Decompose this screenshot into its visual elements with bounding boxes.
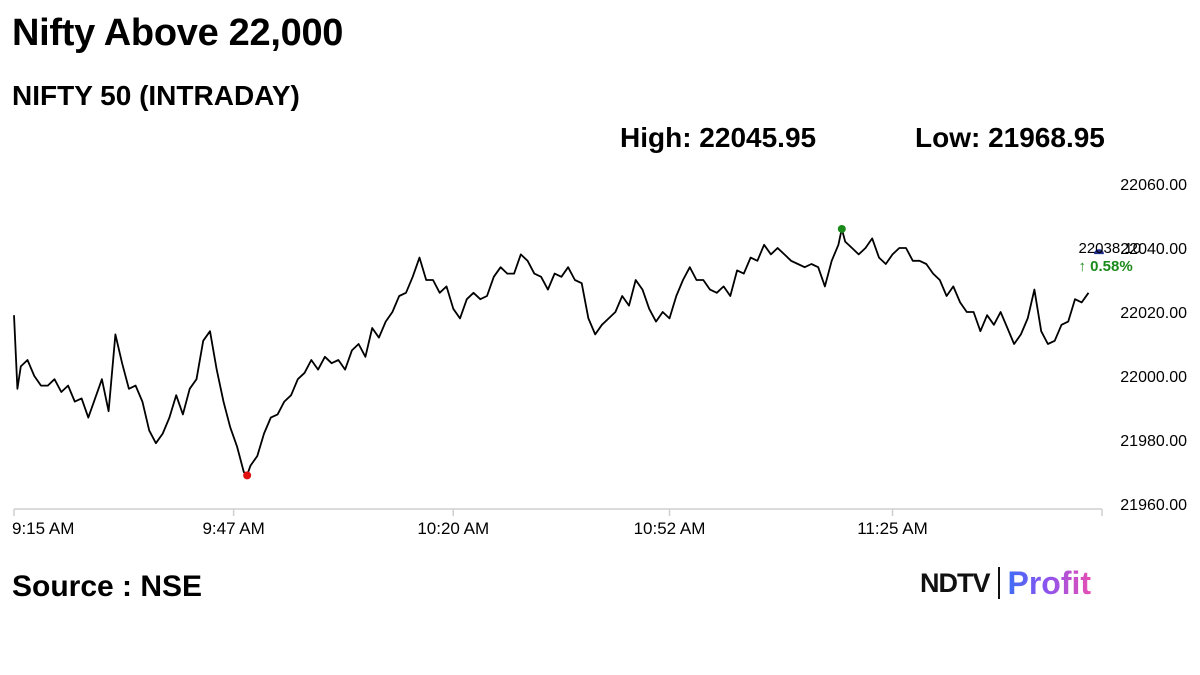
chart-subtitle: NIFTY 50 (INTRADAY) — [12, 80, 300, 111]
y-tick-label: 22020.00 — [1120, 305, 1187, 322]
logo-ndtv-text: NDTV — [920, 567, 990, 598]
last-value-marker — [1094, 249, 1104, 255]
y-tick-label: 22060.00 — [1120, 177, 1187, 194]
y-tick-label: 21960.00 — [1120, 497, 1187, 514]
logo-divider — [997, 567, 1000, 599]
y-tick-label: 22000.00 — [1120, 369, 1187, 386]
x-tick-label: 10:20 AM — [417, 519, 489, 538]
high-value-label: High: 22045.95 — [620, 122, 817, 153]
change-percent-label: ↑ 0.58% — [1078, 258, 1132, 275]
x-tick-label: 9:15 AM — [12, 519, 74, 538]
y-tick-label: 21980.00 — [1120, 433, 1187, 450]
x-tick-label: 9:47 AM — [202, 519, 264, 538]
intraday-line-chart: 9:15 AM 9:47 AM 10:20 AM 10:52 AM 11:25 AM 22… — [12, 177, 1187, 538]
ndtv-profit-logo: NDTV Profit — [920, 565, 1091, 601]
source-note: Source : NSE — [12, 570, 203, 603]
low-point-marker — [243, 471, 252, 480]
low-value-label: Low: 21968.95 — [915, 122, 1105, 153]
x-tick-label: 10:52 AM — [634, 519, 706, 538]
y-tick-label: 22040.00 — [1120, 241, 1187, 258]
high-point-marker — [837, 224, 846, 233]
nifty-series-line — [13, 227, 1090, 477]
headline: Nifty Above 22,000 — [12, 12, 344, 54]
last-value-label: 22038.10 — [1078, 240, 1141, 257]
x-tick-label: 11:25 AM — [857, 519, 928, 538]
logo-profit-text: Profit — [1007, 564, 1092, 601]
